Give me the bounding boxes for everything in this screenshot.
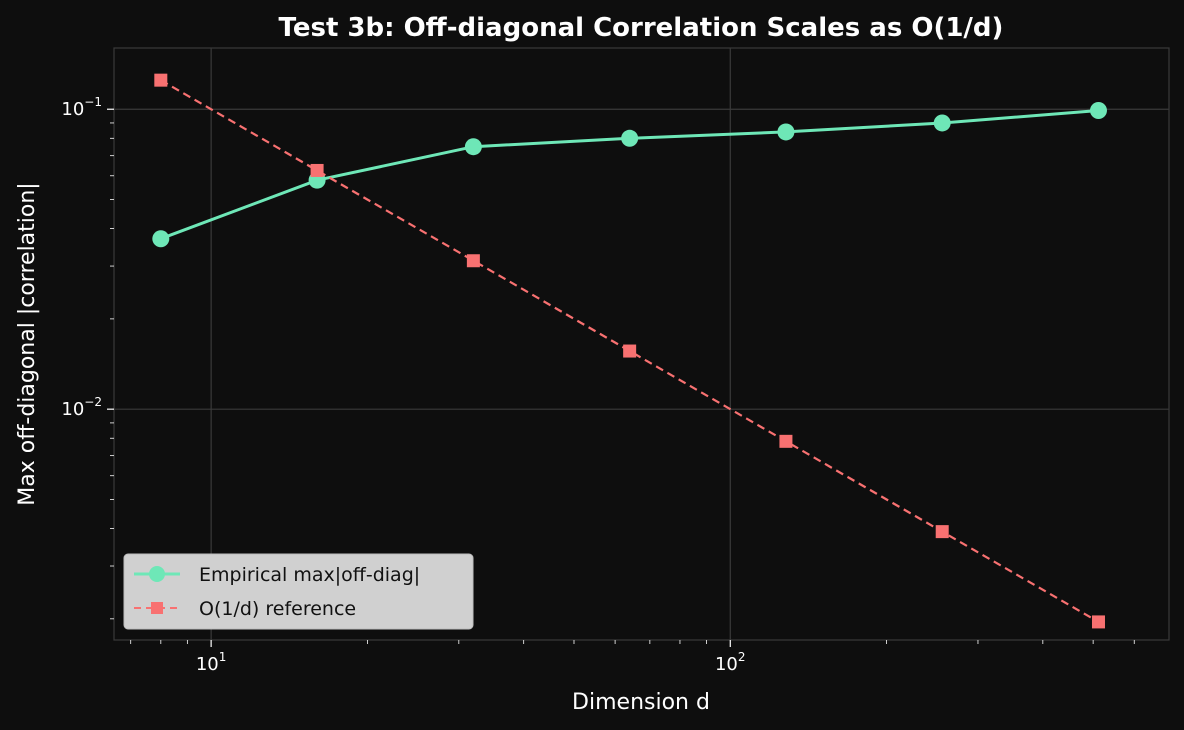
data-point-empirical xyxy=(621,129,639,147)
data-point-reference xyxy=(623,344,637,358)
legend-entry-reference: O(1/d) reference xyxy=(134,598,356,620)
y-tick-label: 10−2 xyxy=(61,395,102,420)
legend-entry-empirical: Empirical max|off-diag| xyxy=(134,564,420,586)
data-point-reference xyxy=(466,254,480,268)
legend: Empirical max|off-diag| O(1/d) reference xyxy=(123,553,474,630)
legend-box xyxy=(123,553,474,630)
data-point-reference xyxy=(310,163,324,177)
data-point-empirical xyxy=(152,230,170,248)
data-point-empirical xyxy=(464,138,482,156)
data-point-empirical xyxy=(1089,102,1107,120)
data-point-empirical xyxy=(777,123,795,141)
x-tick-label: 102 xyxy=(715,650,746,675)
grid xyxy=(114,48,1169,640)
legend-label-reference: O(1/d) reference xyxy=(199,598,356,620)
data-point-reference xyxy=(779,434,793,448)
axes-frame xyxy=(113,47,1170,641)
legend-label-empirical: Empirical max|off-diag| xyxy=(199,564,420,586)
y-tick-label: 10−1 xyxy=(61,95,102,120)
data-point-reference xyxy=(154,73,168,87)
data-point-reference xyxy=(935,525,949,539)
x-tick-label: 101 xyxy=(196,650,227,675)
data-point-empirical xyxy=(933,114,951,132)
chart-title: Test 3b: Off-diagonal Correlation Scales… xyxy=(279,13,1004,43)
legend-marker-reference xyxy=(151,602,163,614)
data-point-reference xyxy=(1091,615,1105,629)
x-axis-label: Dimension d xyxy=(572,690,710,715)
legend-marker-empirical xyxy=(149,566,165,582)
y-axis-label: Max off-diagonal |correlation| xyxy=(15,182,40,505)
axis-ticks: 101 102 10−1 10−2 xyxy=(61,95,1135,675)
series xyxy=(152,73,1107,629)
